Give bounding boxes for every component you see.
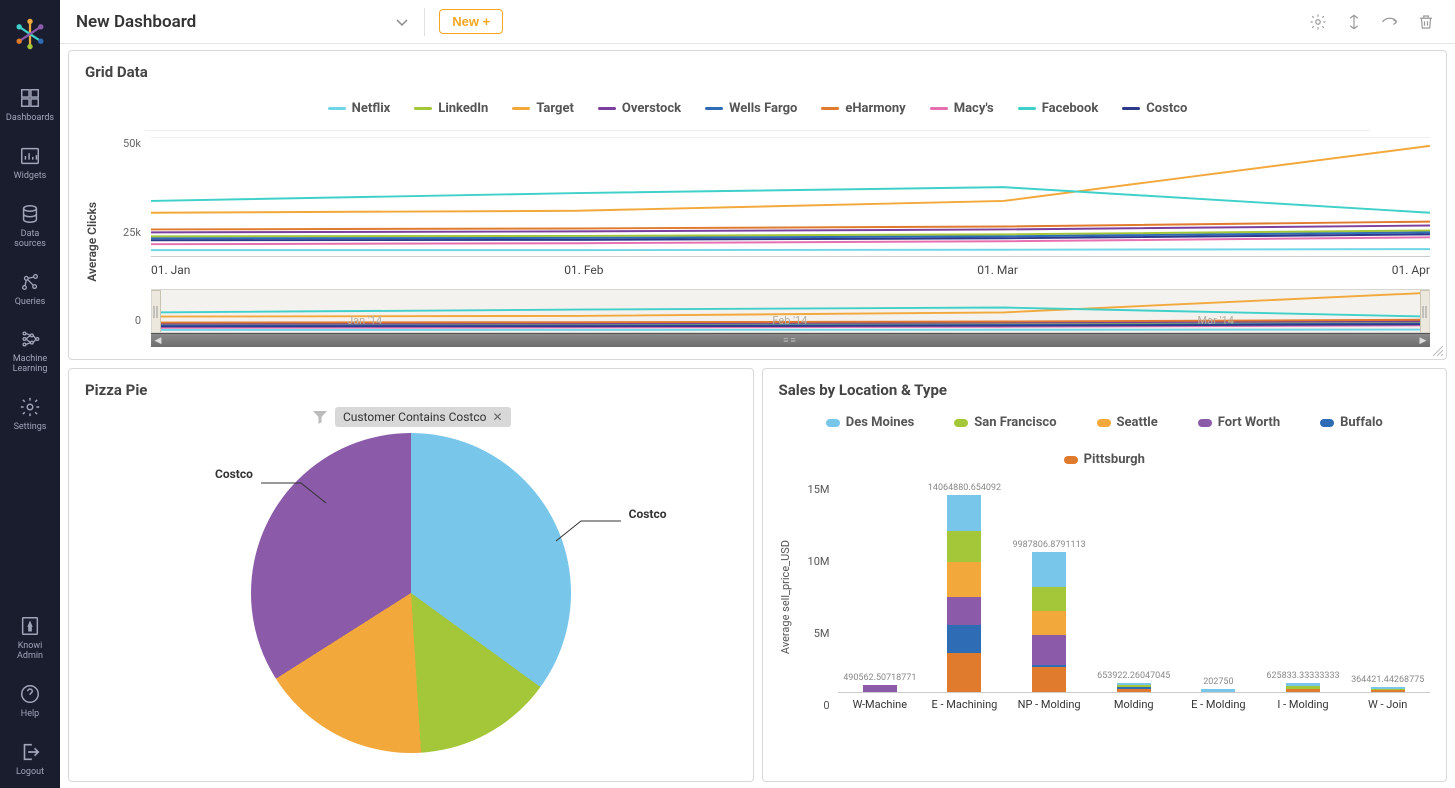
panel-title: Sales by Location & Type [779, 381, 1431, 399]
sidebar-item-ml[interactable]: Machine Learning [0, 317, 60, 385]
filter-icon[interactable] [1341, 9, 1367, 35]
sidebar-item-queries[interactable]: Queries [0, 260, 60, 318]
pizza-pie-panel: Pizza Pie Customer Contains Costco ✕ Cos… [68, 368, 754, 782]
bar-chart-legend: Des Moines San Francisco Seattle Fort Worth… [779, 407, 1431, 479]
legend-item[interactable]: San Francisco [954, 415, 1056, 430]
bar-y-axis-ticks: 15M10M5M0 [792, 483, 834, 712]
legend-item[interactable]: Macy's [930, 101, 994, 116]
grid-data-panel: Grid Data Netflix LinkedIn Target Overstock… [68, 50, 1447, 360]
bar-column: 490562.50718771 [845, 673, 915, 692]
admin-icon [16, 612, 44, 640]
legend-item[interactable]: Overstock [598, 101, 681, 116]
bar-column: 364421.44268775 [1353, 675, 1423, 692]
help-icon [16, 680, 44, 708]
filter-chip-remove[interactable]: ✕ [493, 410, 503, 424]
sidebar-item-admin[interactable]: Knowi Admin [0, 604, 60, 672]
trash-icon[interactable] [1413, 9, 1439, 35]
title-dropdown[interactable] [394, 14, 410, 30]
sidebar-item-datasources[interactable]: Data sources [0, 192, 60, 260]
legend-item[interactable]: eHarmony [821, 101, 905, 116]
line-chart-plot [151, 137, 1430, 257]
legend-item[interactable]: Des Moines [826, 415, 915, 430]
pie-label-left: Costco [215, 467, 253, 481]
bar-column: 625833.33333333 [1268, 671, 1338, 692]
filter-chip: Customer Contains Costco ✕ [335, 407, 511, 427]
dashboards-icon [16, 84, 44, 112]
sales-bar-panel: Sales by Location & Type Des Moines San F… [762, 368, 1448, 782]
share-icon[interactable] [1377, 9, 1403, 35]
legend-item[interactable]: Pittsburgh [1064, 452, 1145, 467]
sidebar-item-logout[interactable]: Logout [0, 730, 60, 788]
ml-icon [16, 325, 44, 353]
legend-item[interactable]: Costco [1122, 101, 1187, 116]
sidebar-item-dashboards[interactable]: Dashboards [0, 76, 60, 134]
settings-icon [16, 393, 44, 421]
topbar: New Dashboard New + [60, 0, 1455, 44]
settings-icon[interactable] [1305, 9, 1331, 35]
datasources-icon [16, 200, 44, 228]
queries-icon [16, 268, 44, 296]
sidebar-item-settings[interactable]: Settings [0, 385, 60, 443]
legend-item[interactable]: Netflix [328, 101, 391, 116]
resize-handle[interactable] [1432, 345, 1444, 357]
legend-item[interactable]: Seattle [1097, 415, 1158, 430]
legend-item[interactable]: Fort Worth [1198, 415, 1280, 430]
legend-item[interactable]: Buffalo [1320, 415, 1383, 430]
scrubber-right-arrow[interactable]: ▶ [1416, 334, 1430, 348]
panel-title: Grid Data [85, 63, 1430, 81]
bar-column: 202750 [1183, 677, 1253, 692]
bar-x-axis-ticks: W-MachineE - MachiningNP - MoldingMoldin… [838, 699, 1431, 712]
legend-item[interactable]: LinkedIn [414, 101, 488, 116]
scrubber-handle-right[interactable] [1420, 290, 1430, 333]
logout-icon [16, 738, 44, 766]
sidebar-item-help[interactable]: Help [0, 672, 60, 730]
x-axis-ticks: 01. Jan01. Feb01. Mar01. Apr [151, 263, 1430, 277]
dashboard-title: New Dashboard [76, 12, 196, 32]
sidebar-item-widgets[interactable]: Widgets [0, 134, 60, 192]
scrubber-left-arrow[interactable]: ◀ [151, 334, 165, 348]
app-logo [12, 16, 48, 52]
bar-y-axis-label: Average sell_price_USD [779, 540, 792, 654]
sidebar: DashboardsWidgetsData sourcesQueriesMach… [0, 0, 60, 788]
y-axis-ticks: 50k25k0 [101, 137, 147, 327]
line-chart-legend: Netflix LinkedIn Target Overstock Wells Farg… [145, 89, 1370, 131]
bar-column: 14064880.654092 [929, 483, 999, 692]
pie-label-right: Costco [629, 507, 667, 521]
bar-column: 653922.26047045 [1099, 671, 1169, 692]
bar-chart-plot: 490562.50718771 14064880.6540929987806.87… [838, 483, 1431, 693]
time-scrubber[interactable]: Jan '14Feb '14Mar '14 ◀ ≡≡ ▶ [151, 289, 1430, 347]
scrubber-handle-left[interactable] [151, 290, 161, 333]
legend-item[interactable]: Target [512, 101, 574, 116]
y-axis-label: Average Clicks [85, 202, 99, 282]
filter-chip-label: Customer Contains Costco [343, 410, 487, 424]
panel-title: Pizza Pie [85, 381, 737, 399]
new-button[interactable]: New + [439, 9, 503, 34]
filter-funnel-icon[interactable] [311, 408, 329, 426]
bar-column: 9987806.8791113 [1014, 540, 1084, 692]
legend-item[interactable]: Wells Fargo [705, 101, 797, 116]
widgets-icon [16, 142, 44, 170]
legend-item[interactable]: Facebook [1018, 101, 1099, 116]
